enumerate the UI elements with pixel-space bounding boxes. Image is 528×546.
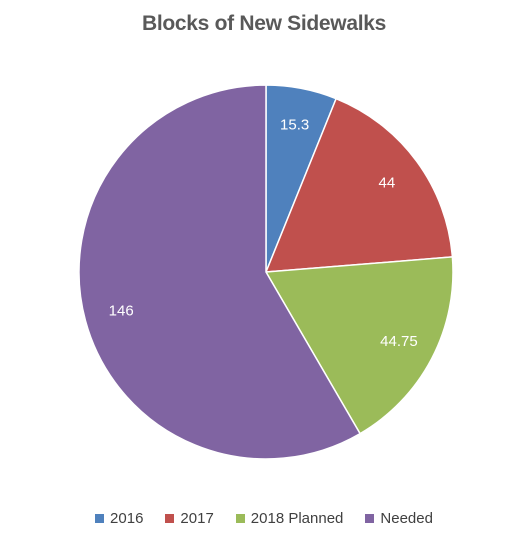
pie-data-labels: 15.3 44 44.75 146 bbox=[109, 116, 418, 350]
pie-slice-2018-planned bbox=[264, 256, 454, 435]
data-label-2018-planned: 44.75 bbox=[380, 333, 418, 350]
legend-swatch bbox=[365, 514, 375, 523]
legend-label: 2016 bbox=[110, 510, 144, 527]
pie-slice-needed bbox=[78, 84, 362, 460]
data-label-2017: 44 bbox=[379, 175, 396, 192]
legend-label: Needed bbox=[380, 510, 433, 527]
chart-legend: 2016 2017 2018 Planned Needed bbox=[0, 510, 528, 527]
legend-item-needed: Needed bbox=[365, 510, 433, 527]
chart-title: Blocks of New Sidewalks bbox=[141, 12, 387, 35]
legend-swatch bbox=[165, 514, 175, 523]
legend-item-2016: 2016 bbox=[95, 510, 143, 527]
pie-slice-2017 bbox=[264, 97, 454, 273]
legend-label: 2018 Planned bbox=[250, 510, 344, 527]
legend-swatch bbox=[95, 514, 105, 523]
legend-item-2017: 2017 bbox=[165, 510, 214, 527]
data-label-needed: 146 bbox=[109, 303, 134, 320]
legend-label: 2017 bbox=[180, 510, 214, 527]
legend-swatch bbox=[235, 514, 245, 523]
legend-item-2018-planned: 2018 Planned bbox=[235, 510, 344, 527]
data-label-2016: 15.3 bbox=[280, 116, 309, 133]
pie-slices bbox=[78, 84, 454, 460]
